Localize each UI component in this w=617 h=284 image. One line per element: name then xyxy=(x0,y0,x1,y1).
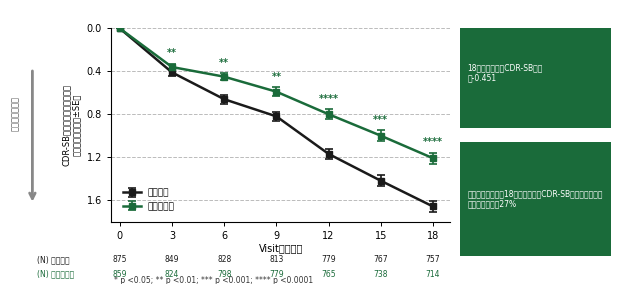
Text: **: ** xyxy=(167,49,177,59)
Text: 813: 813 xyxy=(269,255,284,264)
Text: 798: 798 xyxy=(217,270,231,279)
Text: 757: 757 xyxy=(426,255,441,264)
Text: **: ** xyxy=(271,72,281,82)
Text: ****: **** xyxy=(318,94,339,104)
Text: (N) レカネマブ: (N) レカネマブ xyxy=(37,270,74,279)
Y-axis label: CDR-SBのベースラインからの
調整平均変化量（±SE）: CDR-SBのベースラインからの 調整平均変化量（±SE） xyxy=(62,84,81,166)
Text: * p <0.05; ** p <0.01; *** p <0.001; **** p <0.0001: * p <0.05; ** p <0.01; *** p <0.001; ***… xyxy=(115,275,313,284)
Text: 779: 779 xyxy=(321,255,336,264)
Legend: プラセボ, レカネマブ: プラセボ, レカネマブ xyxy=(119,185,178,215)
FancyBboxPatch shape xyxy=(460,142,611,256)
Text: 779: 779 xyxy=(269,270,284,279)
Text: ***: *** xyxy=(373,115,388,125)
Text: ベースラインかも18ヵ月におけるCDR-SBのプラセボに対
する悪化抑制：27%: ベースラインかも18ヵ月におけるCDR-SBのプラセボに対 する悪化抑制：27% xyxy=(467,189,603,208)
Text: 767: 767 xyxy=(373,255,388,264)
Text: 828: 828 xyxy=(217,255,231,264)
Text: (N) プラセボ: (N) プラセボ xyxy=(37,255,70,264)
Text: ****: **** xyxy=(423,137,443,147)
Text: 849: 849 xyxy=(165,255,179,264)
Text: 738: 738 xyxy=(373,270,388,279)
Text: 765: 765 xyxy=(321,270,336,279)
Text: 824: 824 xyxy=(165,270,179,279)
Text: 859: 859 xyxy=(112,270,127,279)
Text: 臨床症状の悪化: 臨床症状の悪化 xyxy=(11,96,20,131)
Text: 714: 714 xyxy=(426,270,441,279)
FancyBboxPatch shape xyxy=(460,28,611,128)
Text: 875: 875 xyxy=(112,255,127,264)
Text: **: ** xyxy=(219,58,229,68)
Text: 18ヵ月におけるCDR-SBの差
：-0.451: 18ヵ月におけるCDR-SBの差 ：-0.451 xyxy=(467,63,542,83)
X-axis label: Visit　（月）: Visit （月） xyxy=(259,243,303,253)
